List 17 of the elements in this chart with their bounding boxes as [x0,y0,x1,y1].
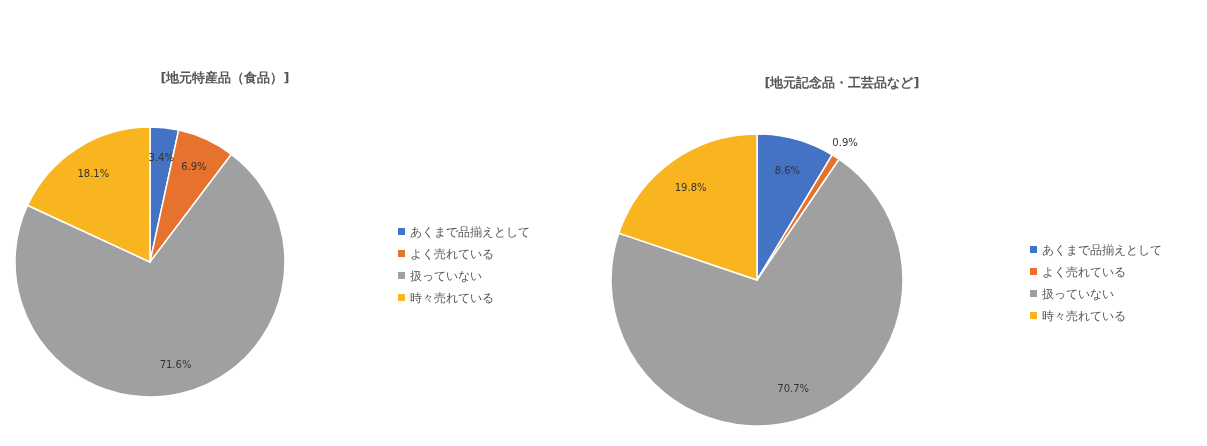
legend-label: 時々売れている [1042,309,1126,323]
chart-title: [地元記念品・工芸品など] [764,75,920,90]
legend-label: よく売れている [410,247,494,261]
data-label: 6.9% [181,161,207,173]
data-label: 8.6% [774,165,801,177]
legend-label: あくまで品揃えとして [1042,243,1162,257]
data-label: 19.8% [674,182,707,194]
data-label: 0.9% [832,137,858,149]
data-label: 18.1% [77,168,110,180]
chart-title: [地元特産品（食品）] [160,70,290,85]
data-label: 71.6% [159,359,192,371]
legend-label: 時々売れている [410,291,494,305]
legend-label: よく売れている [1042,265,1126,279]
data-label: 70.7% [777,382,810,394]
legend-label: あくまで品揃えとして [410,225,530,239]
legend-label: 扱っていない [1042,287,1114,301]
legend-label: 扱っていない [410,269,482,283]
